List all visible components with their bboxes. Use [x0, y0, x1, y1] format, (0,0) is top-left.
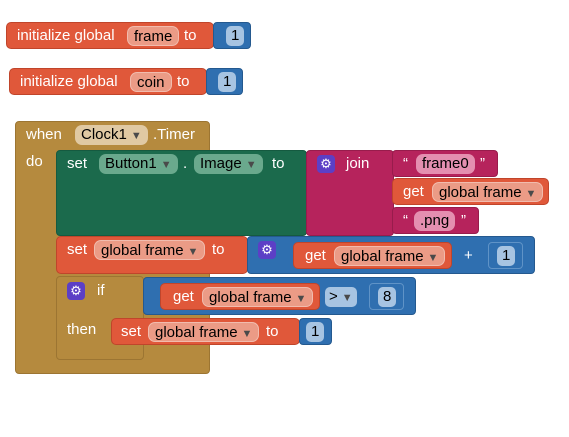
dropdown-arrow-icon: ▼	[295, 293, 307, 305]
get-label: get	[305, 247, 326, 264]
open-quote: “	[403, 212, 408, 229]
number-field[interactable]: 1	[218, 72, 237, 92]
dropdown-arrow-icon: ▼	[245, 159, 257, 171]
number-block[interactable]: 1	[206, 68, 243, 95]
var-dropdown[interactable]: global frame ▼	[148, 322, 260, 342]
get-label: get	[173, 288, 194, 305]
dropdown-arrow-icon: ▼	[525, 188, 537, 200]
get-label: get	[403, 183, 424, 200]
gear-icon[interactable]: ⚙	[317, 155, 335, 173]
dot-label: .	[183, 155, 188, 172]
set-label: set	[121, 323, 142, 340]
gear-icon[interactable]: ⚙	[67, 282, 85, 300]
text-block-png[interactable]: “ .png ”	[392, 207, 479, 234]
dropdown-arrow-icon: ▼	[160, 159, 172, 171]
when-label: when	[26, 126, 62, 143]
component-name: Clock1	[81, 126, 127, 143]
if-then-block[interactable]: ⚙ if then	[56, 276, 144, 360]
open-quote: “	[403, 155, 408, 172]
number-field[interactable]: 1	[306, 322, 325, 342]
close-quote: ”	[480, 155, 485, 172]
join-block[interactable]: ⚙ join	[306, 150, 394, 236]
var-name: global frame	[439, 184, 522, 201]
operator: >	[329, 288, 338, 305]
var-name: global frame	[101, 242, 184, 259]
text-block-frame0[interactable]: “ frame0 ”	[392, 150, 498, 177]
set-global-frame-block[interactable]: set global frame ▼ to	[111, 318, 300, 345]
number-block[interactable]: 1	[213, 22, 251, 49]
get-global-frame-block[interactable]: get global frame ▼	[160, 283, 320, 310]
number-field[interactable]: 1	[226, 26, 245, 46]
init-keyword: initialize global	[17, 27, 115, 44]
to-label: to	[272, 155, 285, 172]
var-name: global frame	[209, 289, 292, 306]
init-keyword: initialize global	[20, 73, 118, 90]
number-field[interactable]: 8	[378, 287, 397, 307]
property-name: Image	[200, 155, 242, 172]
var-dropdown[interactable]: global frame ▼	[202, 287, 314, 307]
to-label: to	[184, 27, 197, 44]
text-field[interactable]: .png	[414, 211, 456, 231]
get-global-frame-block[interactable]: get global frame ▼	[392, 178, 549, 205]
set-label: set	[67, 241, 88, 258]
then-label: then	[67, 321, 97, 338]
set-label: set	[67, 155, 88, 172]
var-dropdown[interactable]: global frame ▼	[94, 240, 206, 260]
dropdown-arrow-icon: ▼	[130, 130, 142, 142]
dropdown-arrow-icon: ▼	[187, 246, 199, 258]
set-global-frame-block[interactable]: set global frame ▼ to	[56, 236, 248, 274]
event-name: .Timer	[153, 126, 195, 143]
property-dropdown[interactable]: Image ▼	[194, 154, 263, 174]
component-dropdown[interactable]: Clock1 ▼	[75, 125, 148, 145]
var-name-field[interactable]: coin	[130, 72, 172, 92]
component-name: Button1	[105, 155, 157, 172]
text-field[interactable]: frame0	[416, 154, 475, 174]
dropdown-arrow-icon: ▼	[341, 292, 353, 304]
init-global-coin-block[interactable]: initialize global coin to	[9, 68, 207, 95]
init-global-frame-block[interactable]: initialize global frame to	[6, 22, 214, 49]
var-dropdown[interactable]: global frame ▼	[334, 246, 446, 266]
gear-icon[interactable]: ⚙	[258, 241, 276, 259]
get-global-frame-block[interactable]: get global frame ▼	[293, 242, 452, 269]
number-block[interactable]: 1	[488, 242, 523, 269]
number-field[interactable]: 1	[497, 246, 516, 266]
compare-operator-dropdown[interactable]: > ▼	[325, 287, 357, 307]
number-block[interactable]: 1	[299, 318, 332, 345]
join-label: join	[346, 155, 370, 172]
var-dropdown[interactable]: global frame ▼	[432, 182, 544, 202]
close-quote: ”	[461, 212, 466, 229]
plus-operator: +	[464, 247, 473, 264]
to-label: to	[266, 323, 279, 340]
to-label: to	[177, 73, 190, 90]
number-block[interactable]: 8	[369, 283, 404, 310]
dropdown-arrow-icon: ▼	[427, 252, 439, 264]
set-button-image-block[interactable]: set Button1 ▼ . Image ▼ to	[56, 150, 307, 236]
var-name-field[interactable]: frame	[127, 26, 180, 46]
dropdown-arrow-icon: ▼	[241, 328, 253, 340]
do-label: do	[26, 153, 43, 170]
var-name: global frame	[155, 324, 238, 341]
to-label: to	[212, 241, 225, 258]
var-name: global frame	[341, 248, 424, 265]
if-label: if	[97, 282, 105, 299]
component-dropdown[interactable]: Button1 ▼	[99, 154, 178, 174]
